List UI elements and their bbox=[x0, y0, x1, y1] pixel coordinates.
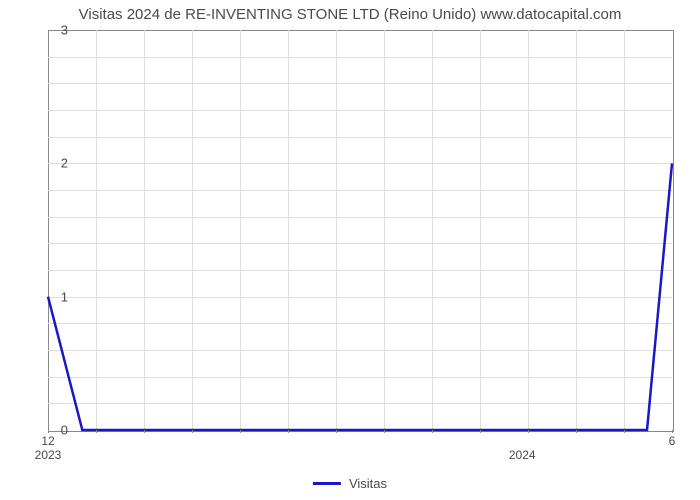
x-tick-minor bbox=[288, 430, 289, 433]
chart-legend: Visitas bbox=[313, 476, 387, 491]
y-tick-label: 1 bbox=[61, 289, 68, 304]
x-tick-minor bbox=[624, 430, 625, 433]
line-series bbox=[48, 30, 672, 430]
y-tick-label: 3 bbox=[61, 23, 68, 38]
x-tick-minor bbox=[240, 430, 241, 433]
x-tick-minor bbox=[96, 430, 97, 433]
x-tick-minor bbox=[528, 430, 529, 433]
x-tick-minor bbox=[480, 430, 481, 433]
x-tick-sublabel: 2023 bbox=[35, 448, 62, 462]
x-year-label: 2024 bbox=[509, 448, 536, 462]
x-tick-minor bbox=[384, 430, 385, 433]
x-tick-minor bbox=[48, 430, 49, 433]
x-tick-label: 6 bbox=[669, 434, 676, 448]
y-tick-label: 2 bbox=[61, 156, 68, 171]
x-tick-minor bbox=[432, 430, 433, 433]
x-tick-minor bbox=[192, 430, 193, 433]
x-tick-minor bbox=[144, 430, 145, 433]
x-tick-minor bbox=[672, 430, 673, 433]
x-tick-label: 12 bbox=[41, 434, 54, 448]
x-tick-minor bbox=[576, 430, 577, 433]
x-tick-minor bbox=[336, 430, 337, 433]
chart-title: Visitas 2024 de RE-INVENTING STONE LTD (… bbox=[0, 0, 700, 23]
legend-label: Visitas bbox=[349, 476, 387, 491]
chart-plot-area bbox=[48, 30, 672, 430]
legend-swatch bbox=[313, 482, 341, 485]
y-tick-label: 0 bbox=[61, 423, 68, 438]
series-line bbox=[48, 163, 672, 430]
chart-container: Visitas 2024 de RE-INVENTING STONE LTD (… bbox=[0, 0, 700, 500]
